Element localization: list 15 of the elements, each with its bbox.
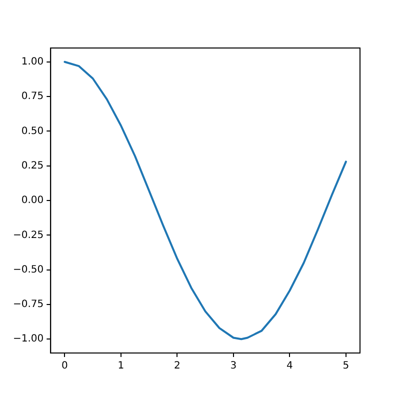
y-tick-label: 0.00 bbox=[21, 195, 44, 206]
y-tick-label: 0.25 bbox=[21, 160, 44, 172]
x-tick-label: 4 bbox=[286, 360, 293, 372]
y-tick-label: −1.00 bbox=[12, 334, 44, 345]
x-tick-label: 5 bbox=[342, 360, 350, 372]
y-tick-label: 0.75 bbox=[21, 91, 44, 102]
y-tick-label: −0.25 bbox=[12, 230, 44, 241]
y-tick-label: 0.50 bbox=[21, 126, 44, 137]
x-tick-label: 2 bbox=[174, 360, 180, 372]
y-tick-label: −0.75 bbox=[12, 299, 44, 310]
y-tick-label: 1.00 bbox=[21, 56, 44, 68]
x-tick-label: 0 bbox=[62, 360, 68, 372]
y-tick-label: −0.50 bbox=[12, 264, 44, 276]
x-tick-label: 3 bbox=[230, 360, 237, 372]
x-tick-label: 1 bbox=[118, 360, 124, 372]
